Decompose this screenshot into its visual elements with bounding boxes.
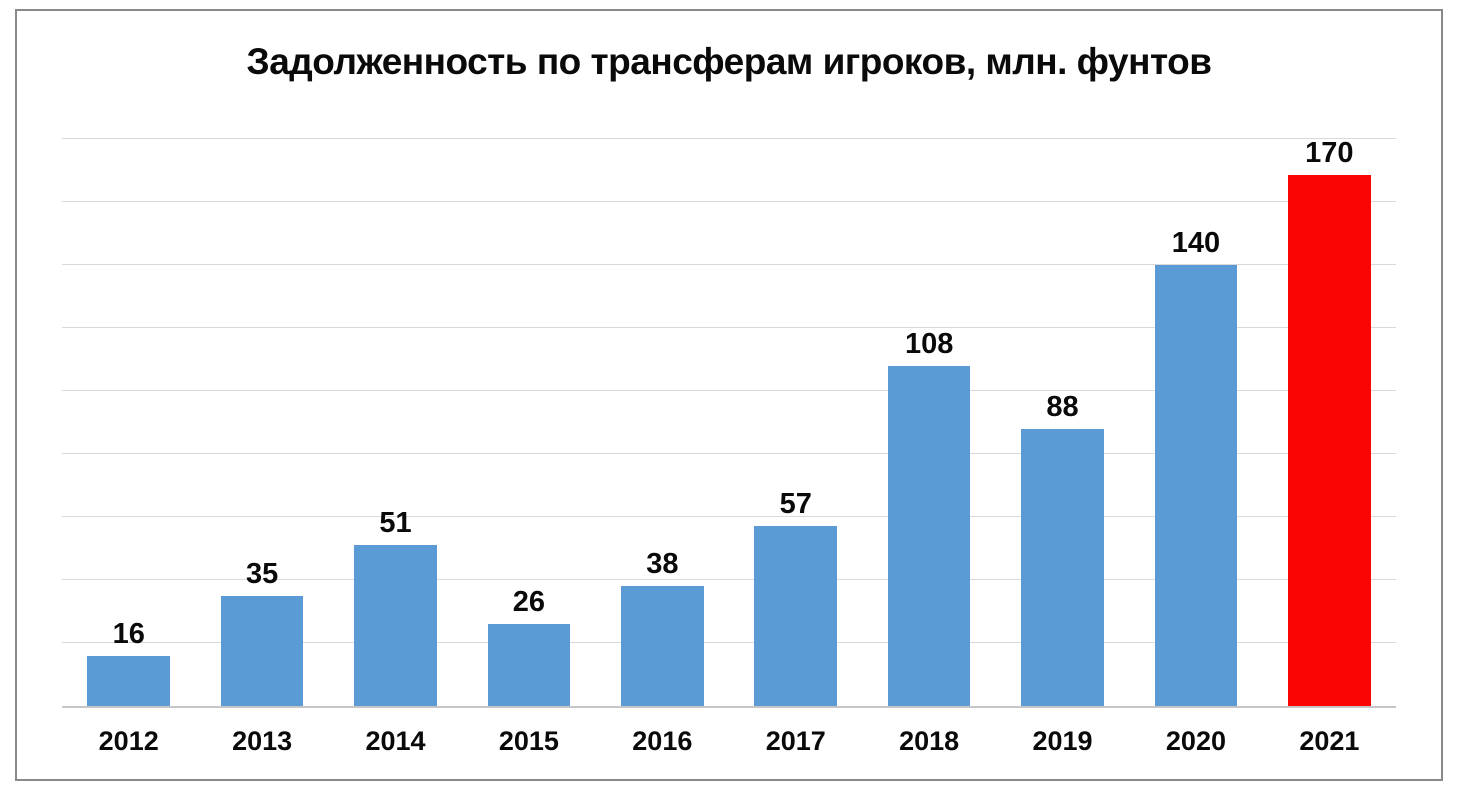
x-tick-label: 2018 bbox=[899, 726, 960, 756]
bar-column-2020: 140 bbox=[1129, 139, 1262, 706]
x-tick-label: 2013 bbox=[232, 726, 293, 756]
bars-container: 16 35 51 26 38 57 108 88 140 170 bbox=[62, 139, 1396, 706]
bar-value-label: 88 bbox=[1046, 390, 1079, 423]
gridline bbox=[62, 516, 1396, 517]
bar-2019 bbox=[1021, 428, 1104, 706]
bar-column-2014: 51 bbox=[329, 139, 462, 706]
bar-value-label: 51 bbox=[379, 507, 412, 540]
x-tick-label: 2014 bbox=[365, 726, 426, 756]
bar-2014 bbox=[354, 545, 437, 706]
bar-column-2013: 35 bbox=[195, 139, 328, 706]
gridlines bbox=[62, 138, 1396, 706]
bar-value-label: 35 bbox=[245, 557, 279, 590]
x-tick-label: 2017 bbox=[765, 726, 826, 756]
bar-column-2021: 170 bbox=[1263, 139, 1396, 706]
gridline bbox=[62, 579, 1396, 580]
bar-column-2017: 57 bbox=[729, 139, 862, 706]
bar-column-2018: 108 bbox=[862, 139, 995, 706]
bar-value-label: 108 bbox=[904, 327, 954, 360]
bar-2015 bbox=[487, 624, 571, 706]
x-tick-label: 2012 bbox=[98, 726, 159, 756]
bar-2013 bbox=[220, 595, 304, 706]
bar-column-2019: 88 bbox=[996, 139, 1129, 706]
bar-2018 bbox=[887, 365, 971, 706]
bar-value-label: 16 bbox=[112, 617, 145, 650]
bar-column-2015: 26 bbox=[462, 139, 595, 706]
bar-2021 bbox=[1288, 175, 1371, 706]
bar-column-2016: 38 bbox=[596, 139, 729, 706]
bar-value-label: 26 bbox=[512, 586, 546, 619]
bar-value-label: 38 bbox=[646, 548, 679, 581]
bar-value-label: 140 bbox=[1171, 227, 1221, 259]
x-tick-label: 2019 bbox=[1032, 726, 1093, 756]
chart-figure: Задолженность по трансферам игроков, млн… bbox=[15, 9, 1443, 781]
gridline bbox=[62, 138, 1396, 139]
gridline bbox=[62, 390, 1396, 391]
chart-title: Задолженность по трансферам игроков, млн… bbox=[246, 41, 1212, 82]
gridline bbox=[62, 642, 1396, 643]
bar-2016 bbox=[620, 586, 704, 706]
plot-area: 16 35 51 26 38 57 108 88 140 170 bbox=[62, 138, 1396, 708]
bar-value-label: 57 bbox=[779, 488, 812, 521]
bar-2020 bbox=[1154, 265, 1238, 706]
bar-value-label: 170 bbox=[1305, 137, 1354, 169]
x-tick-label: 2020 bbox=[1165, 726, 1226, 756]
gridline bbox=[62, 327, 1396, 328]
x-tick-label: 2015 bbox=[498, 726, 559, 756]
x-tick-label: 2016 bbox=[632, 726, 693, 756]
gridline bbox=[62, 264, 1396, 265]
bar-2012 bbox=[87, 655, 171, 706]
gridline bbox=[62, 201, 1396, 202]
x-axis-labels: 2012 2013 2014 2015 2016 2017 2018 2019 2020 2021 bbox=[62, 726, 1396, 757]
bar-2017 bbox=[754, 526, 838, 706]
x-tick-label: 2021 bbox=[1299, 726, 1360, 756]
bar-column-2012: 16 bbox=[62, 139, 195, 706]
gridline bbox=[62, 453, 1396, 454]
